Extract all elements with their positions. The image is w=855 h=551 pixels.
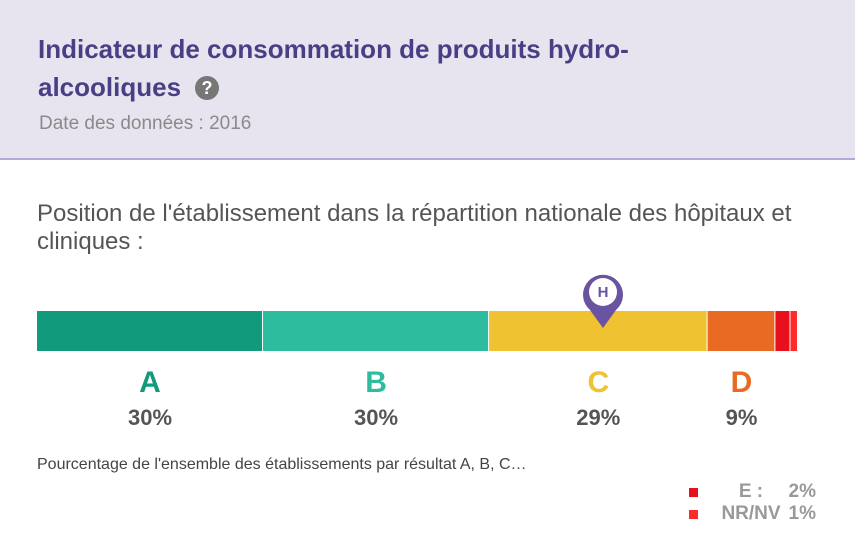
bar-segment [707, 311, 775, 351]
chart-caption: Pourcentage de l'ensemble des établissem… [37, 456, 527, 473]
svg-text:H: H [598, 284, 609, 301]
title: Indicateur de consommation de produits h… [38, 34, 629, 102]
title-block: Indicateur de consommation de produits h… [38, 30, 718, 106]
category-label: B [365, 366, 387, 399]
category-label: C [587, 366, 609, 399]
help-icon[interactable]: ? [195, 76, 220, 100]
legend-value: 1% [789, 503, 817, 524]
data-date: Date des données : 2016 [39, 113, 252, 134]
value-label: 9% [726, 405, 758, 430]
chart-title: Position de l'établissement dans la répa… [37, 200, 792, 255]
bar-segment [37, 311, 263, 351]
legend-value: 2% [789, 481, 817, 502]
category-label: A [139, 366, 161, 399]
value-label: 30% [128, 405, 172, 430]
legend-label: NR/NV [721, 503, 780, 524]
legend-swatch [689, 488, 698, 497]
legend-label: E : [739, 481, 763, 502]
header: Indicateur de consommation de produits h… [0, 0, 855, 160]
category-label: D [731, 366, 753, 399]
position-marker: H [583, 274, 624, 328]
bar-segment [790, 311, 797, 351]
legend-swatch [689, 510, 698, 519]
bar-segment [775, 311, 790, 351]
bar-segment [263, 311, 489, 351]
value-label: 30% [354, 405, 398, 430]
value-label: 29% [576, 405, 620, 430]
